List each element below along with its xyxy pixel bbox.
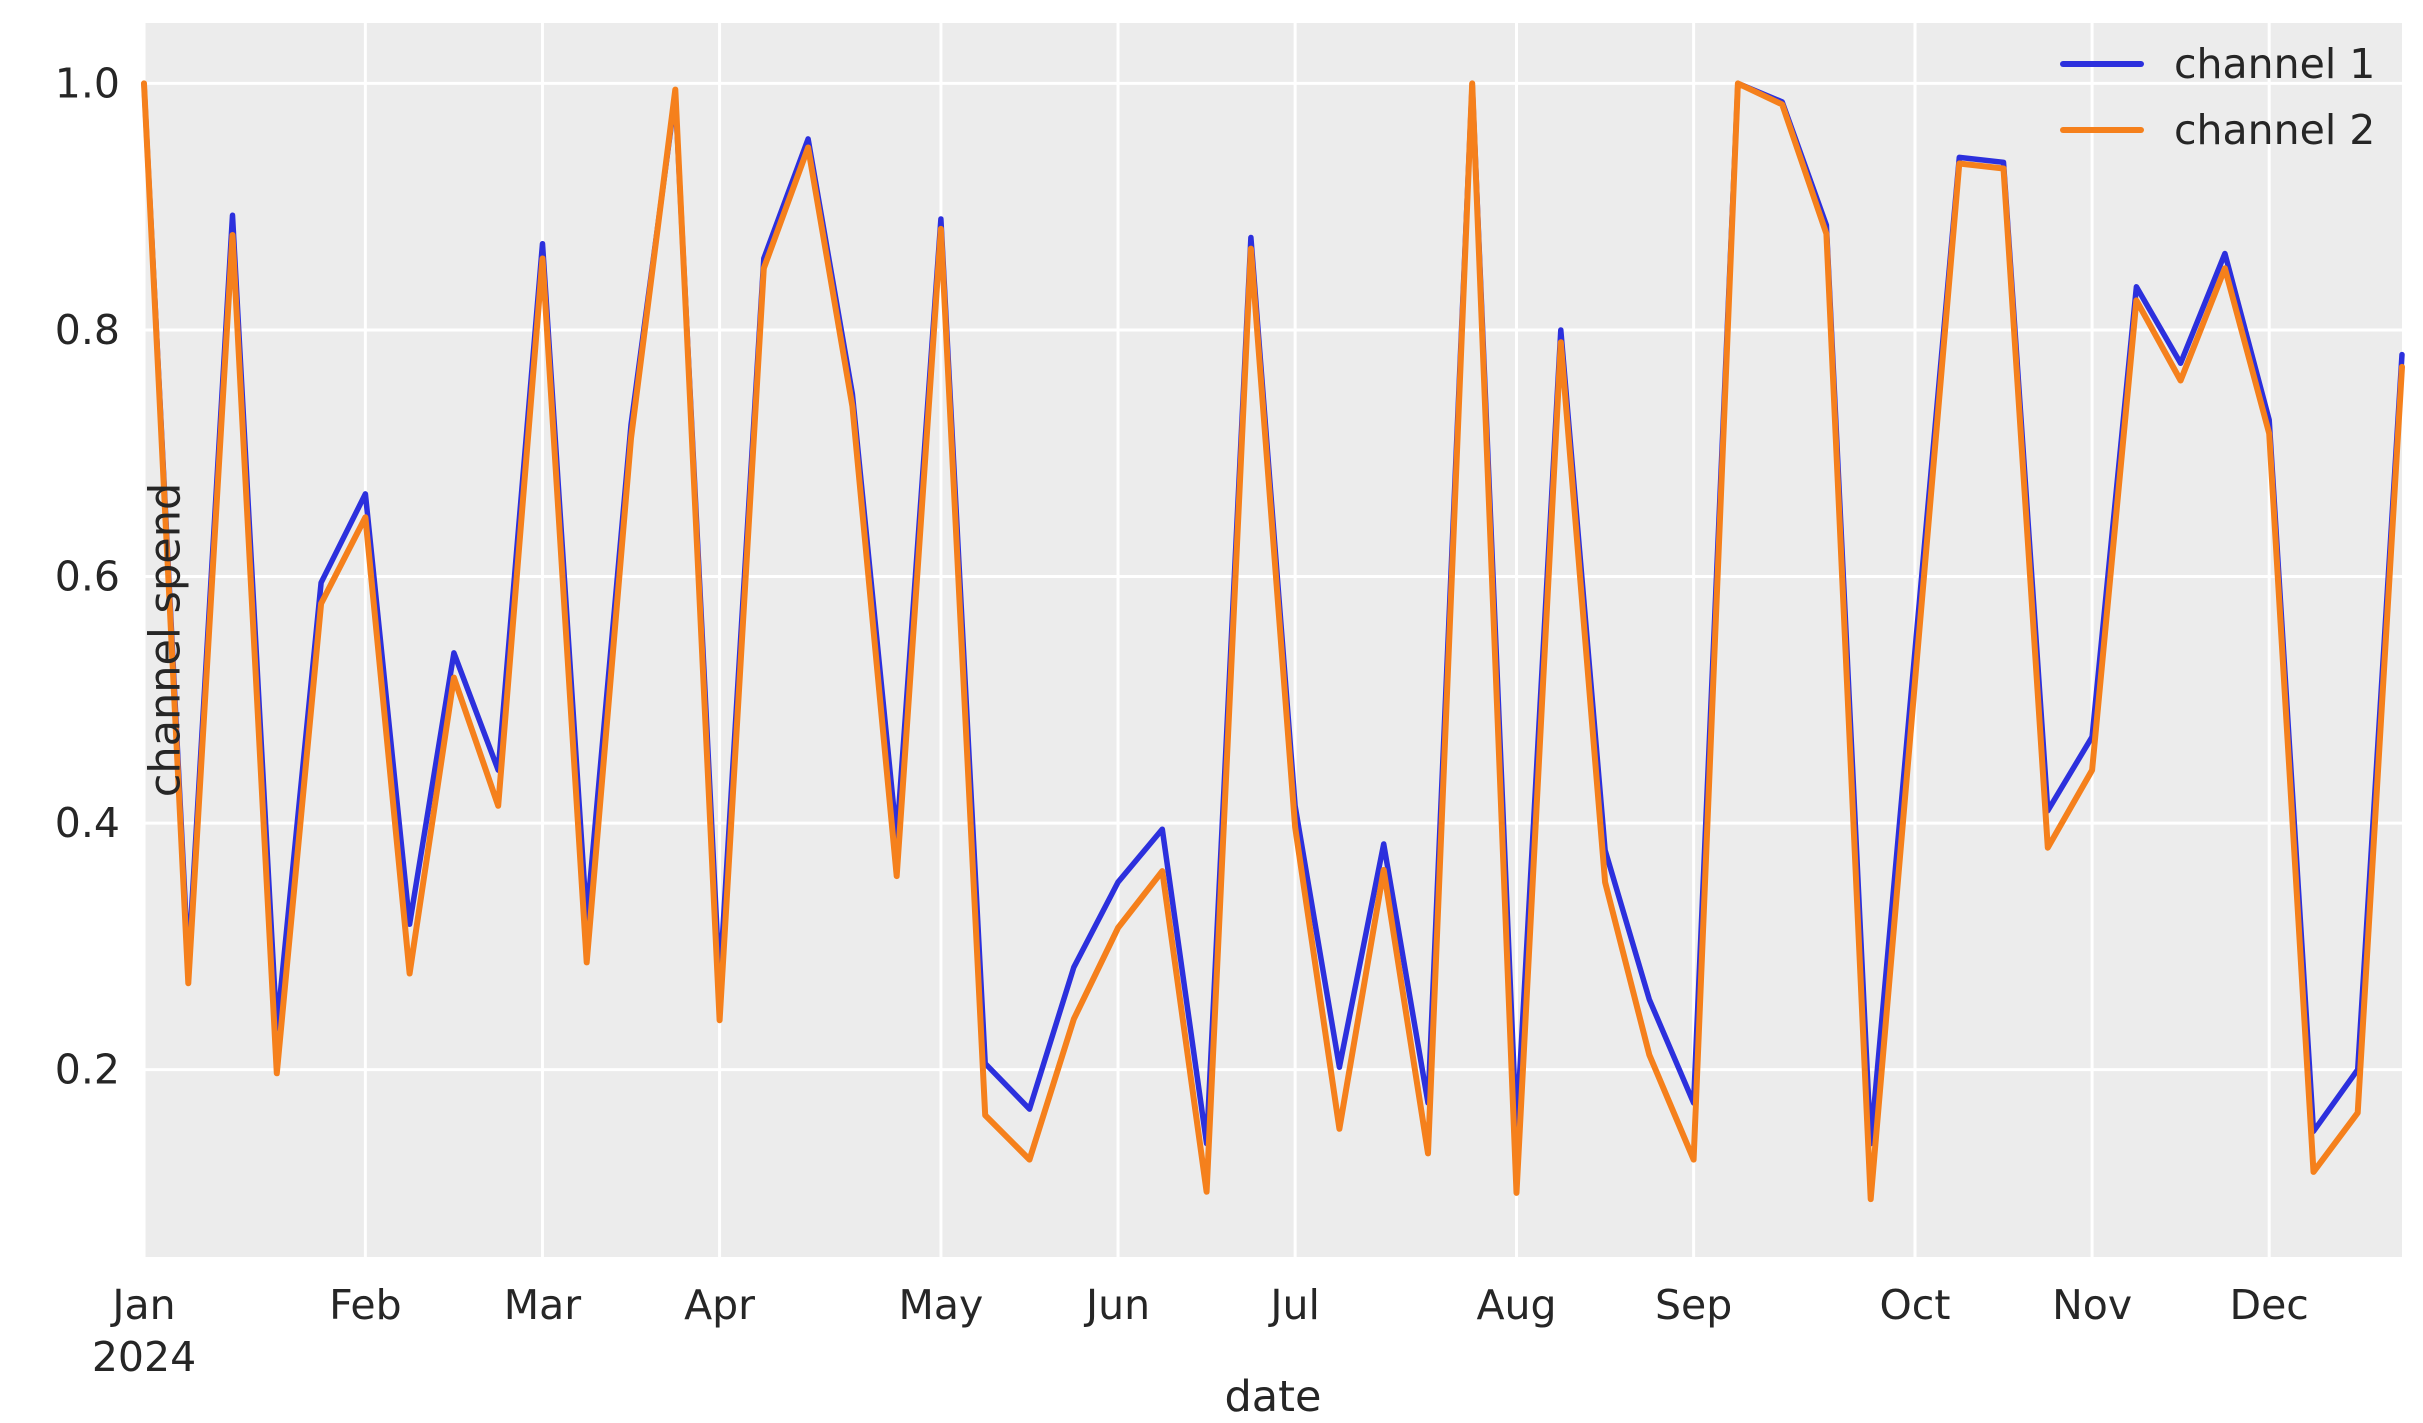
y-tick-label: 0.8 xyxy=(55,306,120,354)
x-tick-label: Aug xyxy=(1476,1281,1556,1329)
legend-entry-channel-2: channel 2 xyxy=(2060,104,2375,156)
series-line-channel-2 xyxy=(141,80,2405,1203)
x-tick-label: Sep xyxy=(1655,1281,1732,1329)
y-tick-label: 1.0 xyxy=(55,59,120,107)
x-tick-label: Nov xyxy=(2052,1281,2132,1329)
legend-line-swatch-channel-2 xyxy=(2060,127,2144,133)
x-tick-label: Mar xyxy=(504,1281,581,1329)
x-tick-year-label: 2024 xyxy=(92,1333,196,1381)
x-tick-label: Jun xyxy=(1083,1281,1150,1329)
x-tick-label: Feb xyxy=(329,1281,402,1329)
y-tick-label: 0.4 xyxy=(55,799,120,847)
x-tick-label: Jan xyxy=(109,1281,175,1329)
legend-label-channel-1: channel 1 xyxy=(2174,39,2376,88)
x-tick-label: Dec xyxy=(2230,1281,2309,1329)
legend: channel 1 channel 2 xyxy=(2060,38,2375,156)
y-tick-label: 0.6 xyxy=(55,553,120,601)
y-tick-label: 0.2 xyxy=(55,1046,120,1094)
legend-line-swatch-channel-1 xyxy=(2060,61,2144,67)
plot-background xyxy=(144,23,2402,1257)
x-tick-label: Jul xyxy=(1267,1281,1319,1329)
x-tick-label: Apr xyxy=(684,1281,755,1329)
x-tick-label: May xyxy=(899,1281,984,1329)
legend-label-channel-2: channel 2 xyxy=(2174,105,2376,154)
y-axis-label: channel spend xyxy=(140,482,191,798)
x-axis-label: date xyxy=(1224,1372,1322,1422)
x-tick-label: Oct xyxy=(1880,1281,1951,1329)
legend-entry-channel-1: channel 1 xyxy=(2060,38,2375,90)
